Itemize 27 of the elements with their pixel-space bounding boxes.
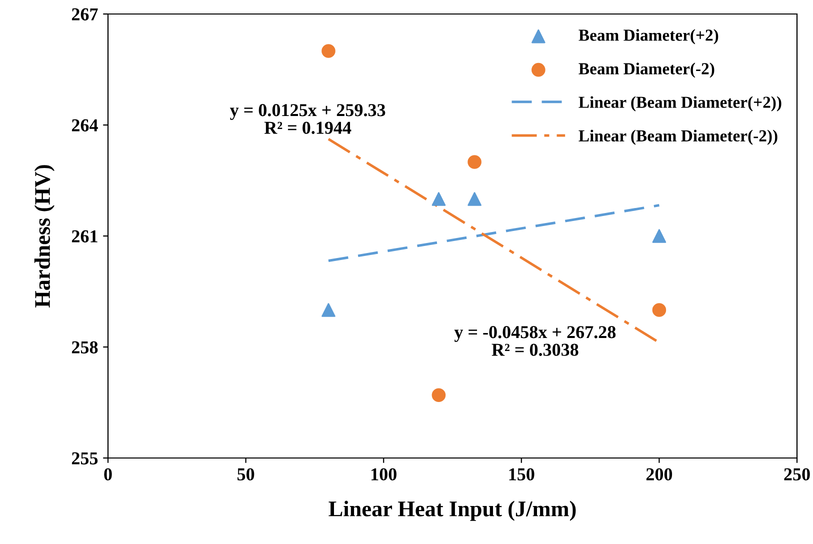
y-tick-label: 261 [72, 230, 98, 242]
x-axis-title: Linear Heat Input (J/mm) [328, 500, 576, 521]
legend-label: Beam Diameter(-2) [578, 62, 714, 78]
x-tick-label: 100 [372, 468, 396, 480]
y-tick-label: 255 [72, 452, 98, 464]
x-tick-label: 50 [237, 468, 254, 480]
y-axis-title: Hardness (HV) [34, 165, 55, 308]
x-tick-label: 250 [784, 468, 810, 480]
annotation: y = -0.0458x + 267.28 R² = 0.3038 [454, 326, 616, 356]
point [468, 155, 482, 169]
y-tick-label: 264 [72, 119, 98, 132]
point [322, 44, 336, 58]
point [432, 388, 446, 402]
y-tick-label: 267 [72, 8, 98, 20]
point [432, 192, 446, 206]
annotation: y = 0.0125x + 259.33 R² = 0.1944 [230, 104, 386, 134]
legend-label: Beam Diameter(+2) [578, 29, 718, 44]
point [468, 192, 482, 206]
legend-label: Linear (Beam Diameter(-2)) [578, 130, 778, 145]
point [322, 303, 336, 317]
x-tick-label: 200 [646, 468, 672, 480]
x-tick-label: 150 [509, 468, 534, 480]
x-tick-label: 0 [104, 468, 112, 480]
point [652, 303, 666, 317]
legend-label: Linear (Beam Diameter(+2)) [578, 96, 782, 112]
point [652, 229, 666, 243]
y-tick-label: 258 [72, 341, 98, 354]
